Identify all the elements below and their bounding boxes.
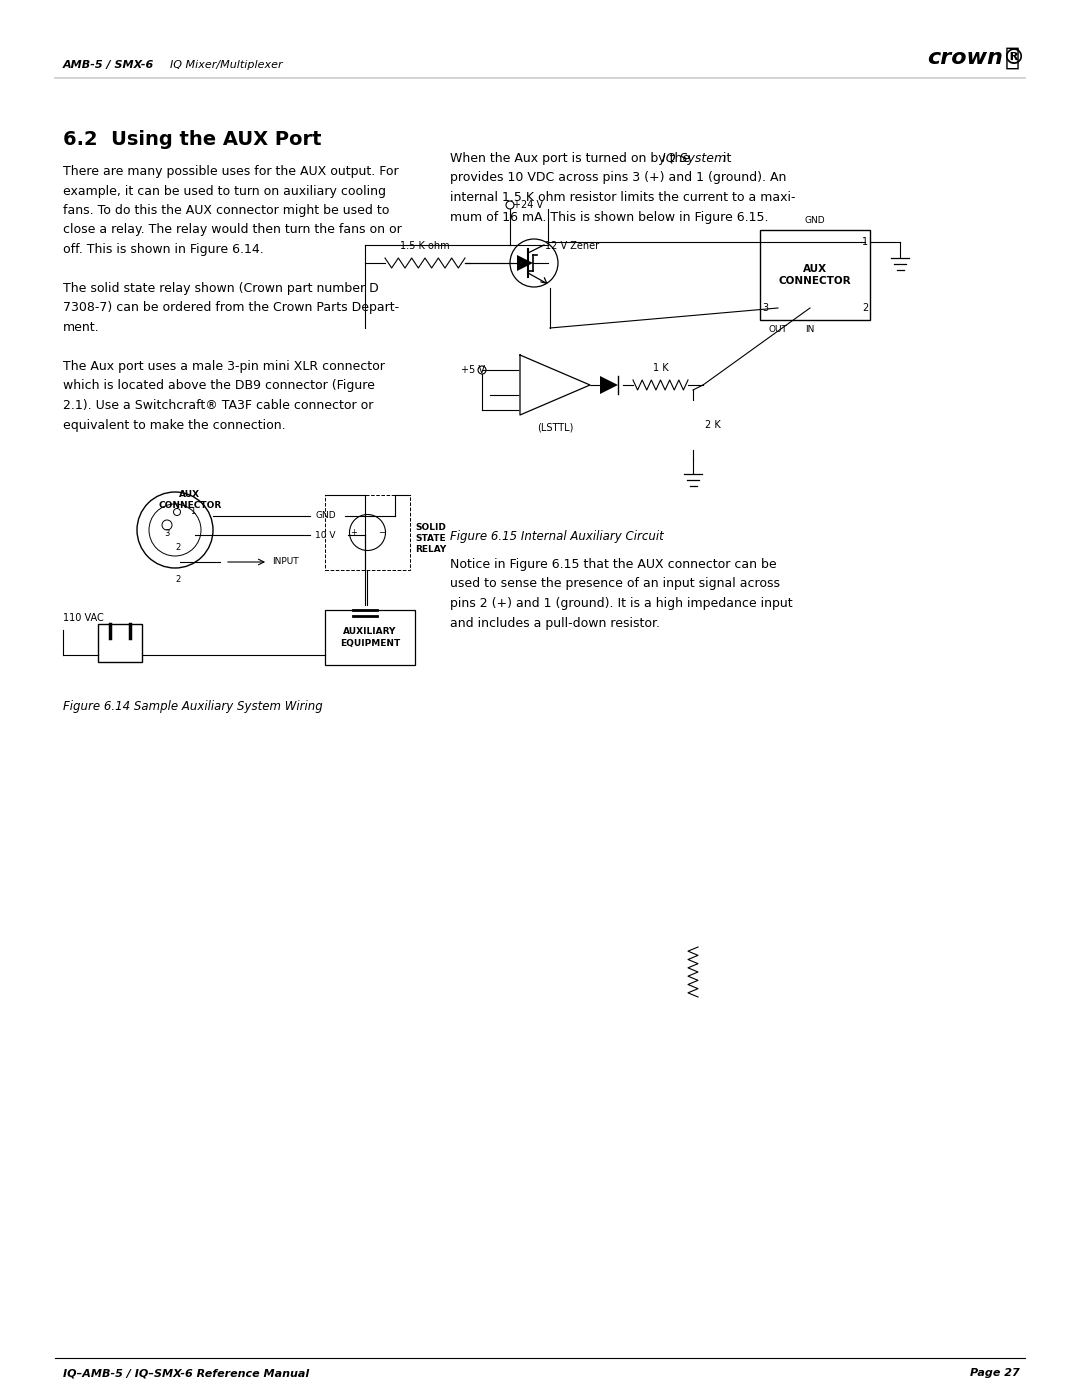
Text: IQ System: IQ System (662, 152, 726, 165)
Text: (LSTTL): (LSTTL) (537, 423, 573, 433)
Text: SOLID
STATE
RELAY: SOLID STATE RELAY (415, 522, 446, 553)
Text: 12 V Zener: 12 V Zener (545, 242, 599, 251)
Text: The solid state relay shown (Crown part number D: The solid state relay shown (Crown part … (63, 282, 379, 295)
Polygon shape (519, 355, 590, 415)
Text: 2 K: 2 K (705, 420, 720, 430)
Text: off. This is shown in Figure 6.14.: off. This is shown in Figure 6.14. (63, 243, 264, 256)
Text: Figure 6.15 Internal Auxiliary Circuit: Figure 6.15 Internal Auxiliary Circuit (450, 529, 664, 543)
Text: +: + (350, 528, 356, 536)
Text: IN: IN (806, 326, 814, 334)
Bar (760, 231, 870, 320)
Polygon shape (517, 256, 534, 271)
Text: it: it (719, 152, 731, 165)
Text: 2.1). Use a Switchcraft® TA3F cable connector or: 2.1). Use a Switchcraft® TA3F cable conn… (63, 400, 374, 412)
Text: GND: GND (315, 511, 336, 521)
Text: Notice in Figure 6.15 that the AUX connector can be: Notice in Figure 6.15 that the AUX conne… (450, 557, 777, 571)
Text: 1.5 K ohm: 1.5 K ohm (401, 242, 449, 251)
Polygon shape (600, 376, 618, 394)
Text: ment.: ment. (63, 321, 99, 334)
Text: AUX
CONNECTOR: AUX CONNECTOR (159, 490, 221, 510)
Text: The Aux port uses a male 3-pin mini XLR connector: The Aux port uses a male 3-pin mini XLR … (63, 360, 384, 373)
Text: mum of 16 mA. This is shown below in Figure 6.15.: mum of 16 mA. This is shown below in Fig… (450, 211, 769, 224)
Text: 3: 3 (164, 528, 170, 538)
Text: AMB-5 / SMX-6: AMB-5 / SMX-6 (63, 60, 154, 70)
Text: 7308-7) can be ordered from the Crown Parts Depart-: 7308-7) can be ordered from the Crown Pa… (63, 302, 400, 314)
Text: 2: 2 (175, 576, 180, 584)
Text: 3: 3 (761, 303, 768, 313)
Text: 1 K: 1 K (652, 363, 669, 373)
Bar (325, 610, 415, 665)
Text: 6.2  Using the AUX Port: 6.2 Using the AUX Port (63, 130, 322, 149)
Text: crown®: crown® (927, 47, 1025, 68)
Text: 10 V: 10 V (315, 531, 336, 539)
Text: used to sense the presence of an input signal across: used to sense the presence of an input s… (450, 577, 780, 591)
Text: INPUT: INPUT (272, 557, 299, 567)
Text: internal 1.5 K ohm resistor limits the current to a maxi-: internal 1.5 K ohm resistor limits the c… (450, 191, 796, 204)
Text: 2: 2 (862, 303, 868, 313)
Bar (98, 624, 141, 662)
Bar (325, 495, 410, 570)
Text: IQ–AMB-5 / IQ–SMX-6 Reference Manual: IQ–AMB-5 / IQ–SMX-6 Reference Manual (63, 1368, 309, 1377)
Text: OUT: OUT (769, 326, 787, 334)
Text: There are many possible uses for the AUX output. For: There are many possible uses for the AUX… (63, 165, 399, 177)
Text: example, it can be used to turn on auxiliary cooling: example, it can be used to turn on auxil… (63, 184, 386, 197)
Text: Page 27: Page 27 (970, 1368, 1020, 1377)
Text: 110 VAC: 110 VAC (63, 613, 104, 623)
Text: fans. To do this the AUX connector might be used to: fans. To do this the AUX connector might… (63, 204, 390, 217)
Text: IQ Mixer/Multiplexer: IQ Mixer/Multiplexer (163, 60, 283, 70)
Text: Figure 6.14 Sample Auxiliary System Wiring: Figure 6.14 Sample Auxiliary System Wiri… (63, 700, 323, 712)
Text: 1: 1 (862, 237, 868, 247)
Text: AUXILIARY
EQUIPMENT: AUXILIARY EQUIPMENT (340, 627, 400, 648)
Text: 1: 1 (190, 507, 195, 517)
Text: equivalent to make the connection.: equivalent to make the connection. (63, 419, 285, 432)
Text: When the Aux port is turned on by the: When the Aux port is turned on by the (450, 152, 694, 165)
Text: close a relay. The relay would then turn the fans on or: close a relay. The relay would then turn… (63, 224, 402, 236)
Text: GND: GND (805, 217, 825, 225)
Text: Ⓢ: Ⓢ (1005, 46, 1020, 70)
Text: and includes a pull-down resistor.: and includes a pull-down resistor. (450, 616, 660, 630)
Text: +24 V: +24 V (513, 200, 543, 210)
Text: provides 10 VDC across pins 3 (+) and 1 (ground). An: provides 10 VDC across pins 3 (+) and 1 … (450, 172, 786, 184)
Text: −: − (378, 528, 384, 536)
Text: AUX
CONNECTOR: AUX CONNECTOR (779, 264, 851, 286)
Text: 2: 2 (175, 543, 180, 552)
Text: +5 V: +5 V (461, 365, 485, 374)
Text: which is located above the DB9 connector (Figure: which is located above the DB9 connector… (63, 380, 375, 393)
Text: pins 2 (+) and 1 (ground). It is a high impedance input: pins 2 (+) and 1 (ground). It is a high … (450, 597, 793, 610)
